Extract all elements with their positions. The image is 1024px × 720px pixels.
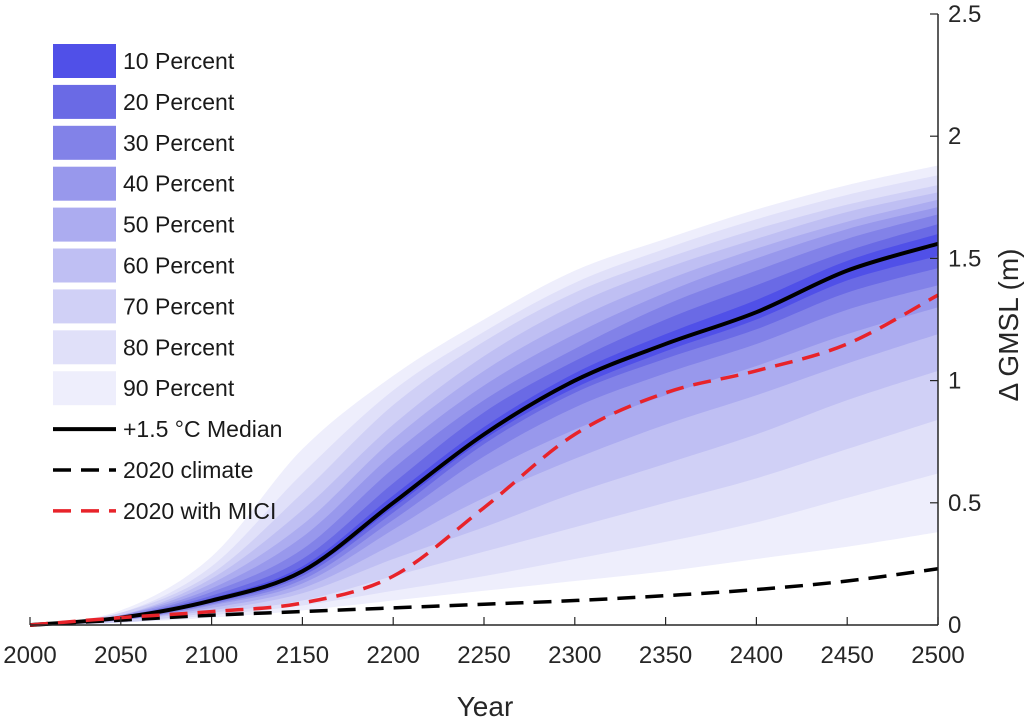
- series-line-1-5-c-median: [29, 241, 939, 627]
- x-tick-label: 2150: [276, 642, 329, 669]
- x-tick-label: 2450: [821, 642, 874, 669]
- legend-label: 60 Percent: [123, 253, 235, 279]
- legend-swatch: [53, 84, 116, 119]
- axes: 2000 2050 2100 2150 2200 2250 2300 2350 2400 2450…: [3, 1, 981, 669]
- legend-label: 10 Percent: [123, 48, 235, 74]
- x-tick-label: 2500: [911, 642, 964, 669]
- legend-label: 70 Percent: [123, 293, 235, 319]
- legend: 10 Percent 20 Percent 30 Percent 40 Percent…: [53, 44, 282, 524]
- legend-label: 20 Percent: [123, 89, 235, 115]
- legend-entry: 40 Percent: [53, 166, 235, 201]
- legend-entry: 20 Percent: [53, 84, 235, 119]
- percentile-bands: [30, 165, 938, 626]
- y-tick-label: 0: [948, 612, 961, 639]
- x-tick-label: 2050: [94, 642, 147, 669]
- legend-entry: 50 Percent: [53, 207, 235, 242]
- legend-entry: +1.5 °C Median: [53, 416, 282, 442]
- y-tick-label: 1.5: [948, 245, 981, 272]
- legend-swatch: [53, 44, 116, 78]
- x-tick-label: 2300: [548, 642, 601, 669]
- legend-label: +1.5 °C Median: [123, 416, 282, 442]
- legend-swatch: [53, 248, 116, 283]
- x-tick-label: 2250: [457, 642, 510, 669]
- y-tick-label: 2: [948, 123, 961, 150]
- legend-label: 50 Percent: [123, 212, 235, 238]
- legend-swatch: [53, 371, 116, 406]
- legend-label: 30 Percent: [123, 130, 235, 156]
- legend-swatch: [53, 207, 116, 242]
- legend-label: 40 Percent: [123, 171, 235, 197]
- legend-entry: 70 Percent: [53, 289, 235, 324]
- legend-swatch: [53, 330, 116, 365]
- legend-entry: 2020 climate: [53, 457, 253, 483]
- series-lines: [29, 241, 939, 627]
- legend-label: 90 Percent: [123, 375, 235, 401]
- x-tick-label: 2000: [3, 642, 56, 669]
- legend-entry: 60 Percent: [53, 248, 235, 283]
- legend-label: 2020 with MICI: [123, 498, 276, 524]
- legend-entry: 80 Percent: [53, 330, 235, 365]
- band-10-percent: [30, 233, 938, 625]
- legend-swatch: [53, 289, 116, 324]
- y-axis-title: Δ GMSL (m): [993, 248, 1024, 401]
- legend-label: 80 Percent: [123, 334, 235, 360]
- x-tick-label: 2400: [730, 642, 783, 669]
- legend-entry: 2020 with MICI: [53, 498, 276, 524]
- y-tick-label: 2.5: [948, 1, 981, 28]
- series-line-2020-climate: [29, 567, 939, 627]
- legend-entry: 90 Percent: [53, 371, 235, 406]
- x-tick-label: 2200: [367, 642, 420, 669]
- legend-entry: 10 Percent: [53, 44, 235, 78]
- x-tick-label: 2350: [639, 642, 692, 669]
- legend-swatch: [53, 166, 116, 201]
- legend-label: 2020 climate: [123, 457, 253, 483]
- y-tick-label: 1: [948, 368, 961, 395]
- legend-entry: 30 Percent: [53, 125, 235, 160]
- legend-swatch: [53, 125, 116, 160]
- y-tick-label: 0.5: [948, 490, 981, 517]
- series-line-2020-with-mici: [29, 293, 939, 627]
- x-axis-title: Year: [457, 691, 514, 720]
- x-tick-label: 2100: [185, 642, 238, 669]
